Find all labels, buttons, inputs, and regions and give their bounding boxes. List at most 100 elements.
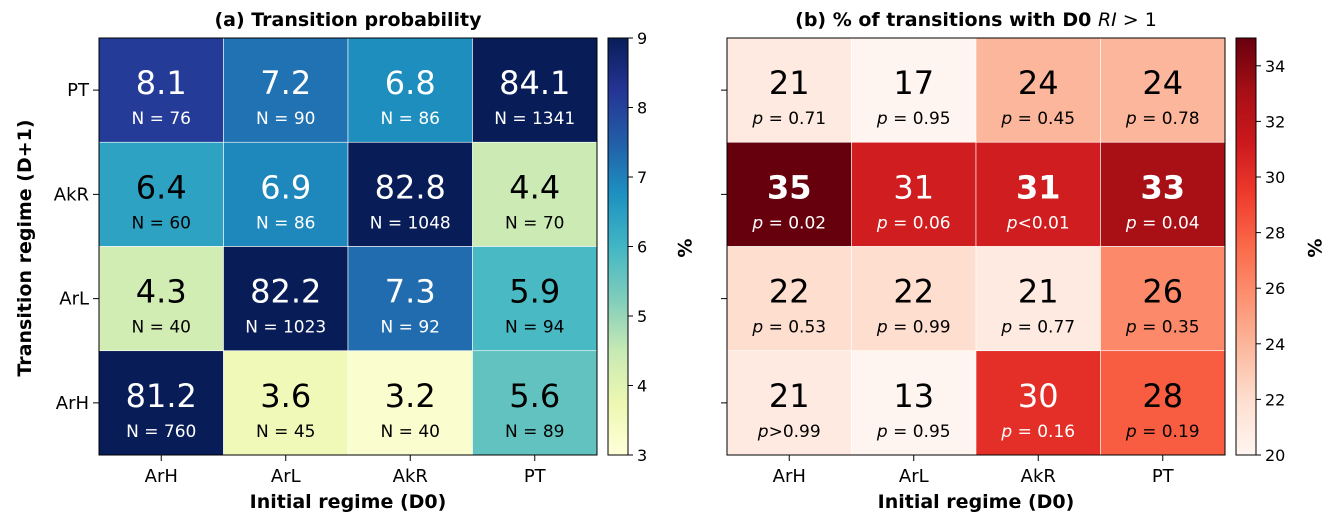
p-symbol: p: [751, 109, 763, 129]
cell-value: 82.2: [250, 273, 321, 311]
p-symbol: p: [1000, 422, 1012, 442]
cell-rect: [975, 37, 1101, 143]
cell-rect: [851, 141, 977, 247]
colorbar: 20 22 24 26 28 30 32 34 %: [1235, 37, 1325, 465]
heatmap-cell: 3.2 N = 40: [347, 350, 473, 456]
cell-count: N = 86: [381, 109, 440, 129]
cell-count: N = 40: [132, 318, 191, 338]
x-axis-label: Initial regime (D0): [878, 491, 1075, 513]
p-value: = 0.95: [888, 109, 951, 129]
p-symbol: p: [1000, 318, 1012, 338]
cell-value: 6.8: [385, 64, 436, 102]
cell-value: 24: [1018, 64, 1059, 102]
heatmap-cell: 35p = 0.02: [726, 141, 852, 247]
cell-count: N = 70: [505, 213, 564, 233]
cell-count: N = 1023: [245, 318, 326, 338]
cell-value: 22: [893, 273, 934, 311]
heatmap-cell: 31 p<0.01: [975, 141, 1101, 247]
y-axis: PT AkR ArL ArH: [54, 80, 99, 414]
p-value: = 0.04: [1137, 213, 1200, 233]
p-value: = 0.02: [763, 213, 826, 233]
colorbar-tick-label: 8: [637, 99, 647, 118]
cell-value: 8.1: [136, 64, 187, 102]
p-value: = 0.06: [888, 213, 951, 233]
colorbar-tick-label: 6: [637, 238, 647, 257]
heatmap-cell: 17p = 0.95: [851, 37, 977, 143]
heatmap-cell: 21 p = 0.71: [726, 37, 852, 143]
cell-rect: [851, 350, 977, 456]
cell-p-value: p = 0.77: [1000, 318, 1075, 338]
cell-p-value: p = 0.78: [1125, 109, 1200, 129]
p-symbol: p: [876, 422, 888, 442]
p-symbol: p: [1125, 318, 1137, 338]
cell-rect: [223, 141, 349, 247]
colorbar-ticks: 20 22 24 26 28 30 32 34: [1256, 57, 1285, 465]
cell-p-value: p = 0.19: [1125, 422, 1200, 442]
heatmap-cell: 6.8 N = 86: [347, 37, 473, 143]
cell-rect: [98, 37, 224, 143]
x-axis: ArH ArL AkR PT: [773, 455, 1175, 487]
heatmap-cell: 5.6 N = 89: [472, 350, 598, 456]
cell-p-value: p = 0.99: [876, 318, 951, 338]
cell-p-value: p = 0.04: [1125, 213, 1200, 233]
x-tick-label: ArH: [145, 466, 178, 487]
cell-count: N = 760: [126, 422, 196, 442]
cell-value: 21: [769, 64, 810, 102]
p-value: = 0.71: [763, 109, 826, 129]
p-symbol: p: [1125, 422, 1137, 442]
plot-frame: [98, 37, 598, 456]
y-axis-label: Transition regime (D+1): [14, 119, 36, 376]
p-value: = 0.19: [1137, 422, 1200, 442]
p-symbol: p: [1000, 109, 1012, 129]
colorbar-tick-label: 32: [1265, 112, 1285, 131]
colorbar-tick-label: 4: [637, 377, 647, 396]
cell-count: N = 1341: [494, 109, 575, 129]
y-axis: [721, 89, 727, 404]
chart-title: (b) % of transitions with D0 RI > 1: [795, 9, 1157, 31]
cell-p-value: p = 0.95: [876, 422, 951, 442]
heatmap-cell: 4.4 N = 70: [472, 141, 598, 247]
x-tick-label: ArH: [773, 466, 806, 487]
cell-value: 4.3: [136, 273, 187, 311]
cell-p-value: p>0.99: [757, 422, 821, 442]
title-math: RI: [1098, 9, 1117, 31]
cell-rect: [347, 350, 473, 456]
cell-p-value: p<0.01: [1006, 213, 1070, 233]
x-tick-label: AkR: [1021, 466, 1056, 487]
colorbar-tick-label: 34: [1265, 57, 1285, 76]
cell-value: 6.4: [136, 168, 187, 206]
p-value: = 0.35: [1137, 318, 1200, 338]
cell-p-value: p = 0.45: [1000, 109, 1075, 129]
cell-value: 17: [893, 64, 934, 102]
panel-transition-probability: (a) Transition probability Transition re…: [14, 9, 695, 513]
cell-rect: [1100, 37, 1226, 143]
cell-p-value: p = 0.02: [751, 213, 826, 233]
colorbar-gradient: [607, 37, 629, 456]
p-symbol: p: [751, 318, 763, 338]
heatmap-cell: 22 p = 0.53: [726, 246, 852, 352]
p-symbol: p: [876, 109, 888, 129]
p-value: = 0.45: [1012, 109, 1075, 129]
cell-value: 3.2: [385, 377, 436, 415]
cell-rect: [726, 37, 852, 143]
x-tick-label: PT: [524, 466, 547, 487]
cell-value: 84.1: [499, 64, 570, 102]
colorbar-tick-label: 22: [1265, 390, 1285, 409]
cell-count: N = 90: [256, 109, 315, 129]
heatmap-cell: 8.1 N = 76: [98, 37, 224, 143]
cell-value: 6.9: [260, 168, 311, 206]
cell-value: 3.6: [260, 377, 311, 415]
plot-frame: [726, 37, 1226, 456]
cell-value: 22: [769, 273, 810, 311]
cell-rect: [1100, 350, 1226, 456]
cell-value: 81.2: [126, 377, 197, 415]
y-tick-label: ArH: [56, 393, 89, 414]
p-symbol: p: [1125, 213, 1137, 233]
x-tick-label: PT: [1152, 466, 1175, 487]
cell-rect: [98, 350, 224, 456]
heatmap-cell: 6.4 N = 60: [98, 141, 224, 247]
colorbar-gradient: [1235, 37, 1257, 456]
p-symbol: p: [1125, 109, 1137, 129]
